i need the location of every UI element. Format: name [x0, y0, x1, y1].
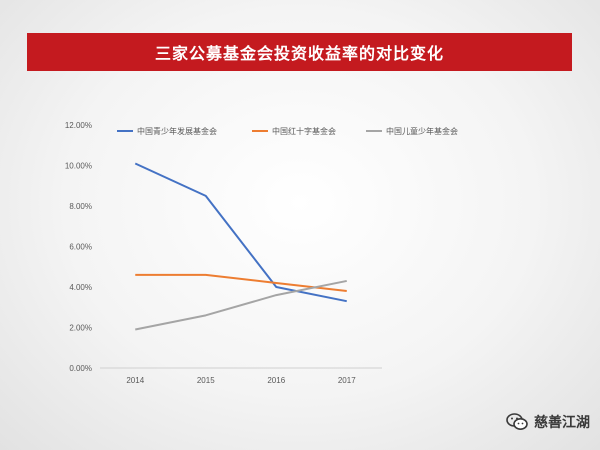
- y-tick-label: 12.00%: [65, 121, 92, 130]
- wechat-icon: [506, 413, 528, 430]
- x-tick-label: 2015: [197, 376, 215, 385]
- legend-label-1: 中国青少年发展基金会: [137, 126, 217, 136]
- y-tick-label: 10.00%: [65, 162, 92, 171]
- legend-label-2: 中国红十字基金会: [272, 126, 336, 136]
- y-tick-label: 6.00%: [69, 243, 92, 252]
- chart-title: 三家公募基金会投资收益率的对比变化: [154, 44, 444, 63]
- x-tick-label: 2017: [338, 376, 356, 385]
- x-tick-label: 2014: [126, 376, 144, 385]
- y-tick-label: 0.00%: [69, 364, 92, 373]
- series-line-1: [134, 162, 347, 303]
- chart-title-banner: 三家公募基金会投资收益率的对比变化: [27, 33, 572, 71]
- watermark-text: 慈善江湖: [534, 415, 590, 431]
- y-tick-label: 8.00%: [69, 202, 92, 211]
- y-tick-label: 4.00%: [69, 283, 92, 292]
- series-line-3: [135, 279, 347, 331]
- series-line-2: [135, 273, 347, 293]
- x-tick-label: 2016: [267, 376, 285, 385]
- legend-label-3: 中国儿童少年基金会: [386, 126, 458, 136]
- y-tick-label: 2.00%: [69, 324, 92, 333]
- watermark: 慈善江湖: [506, 412, 590, 432]
